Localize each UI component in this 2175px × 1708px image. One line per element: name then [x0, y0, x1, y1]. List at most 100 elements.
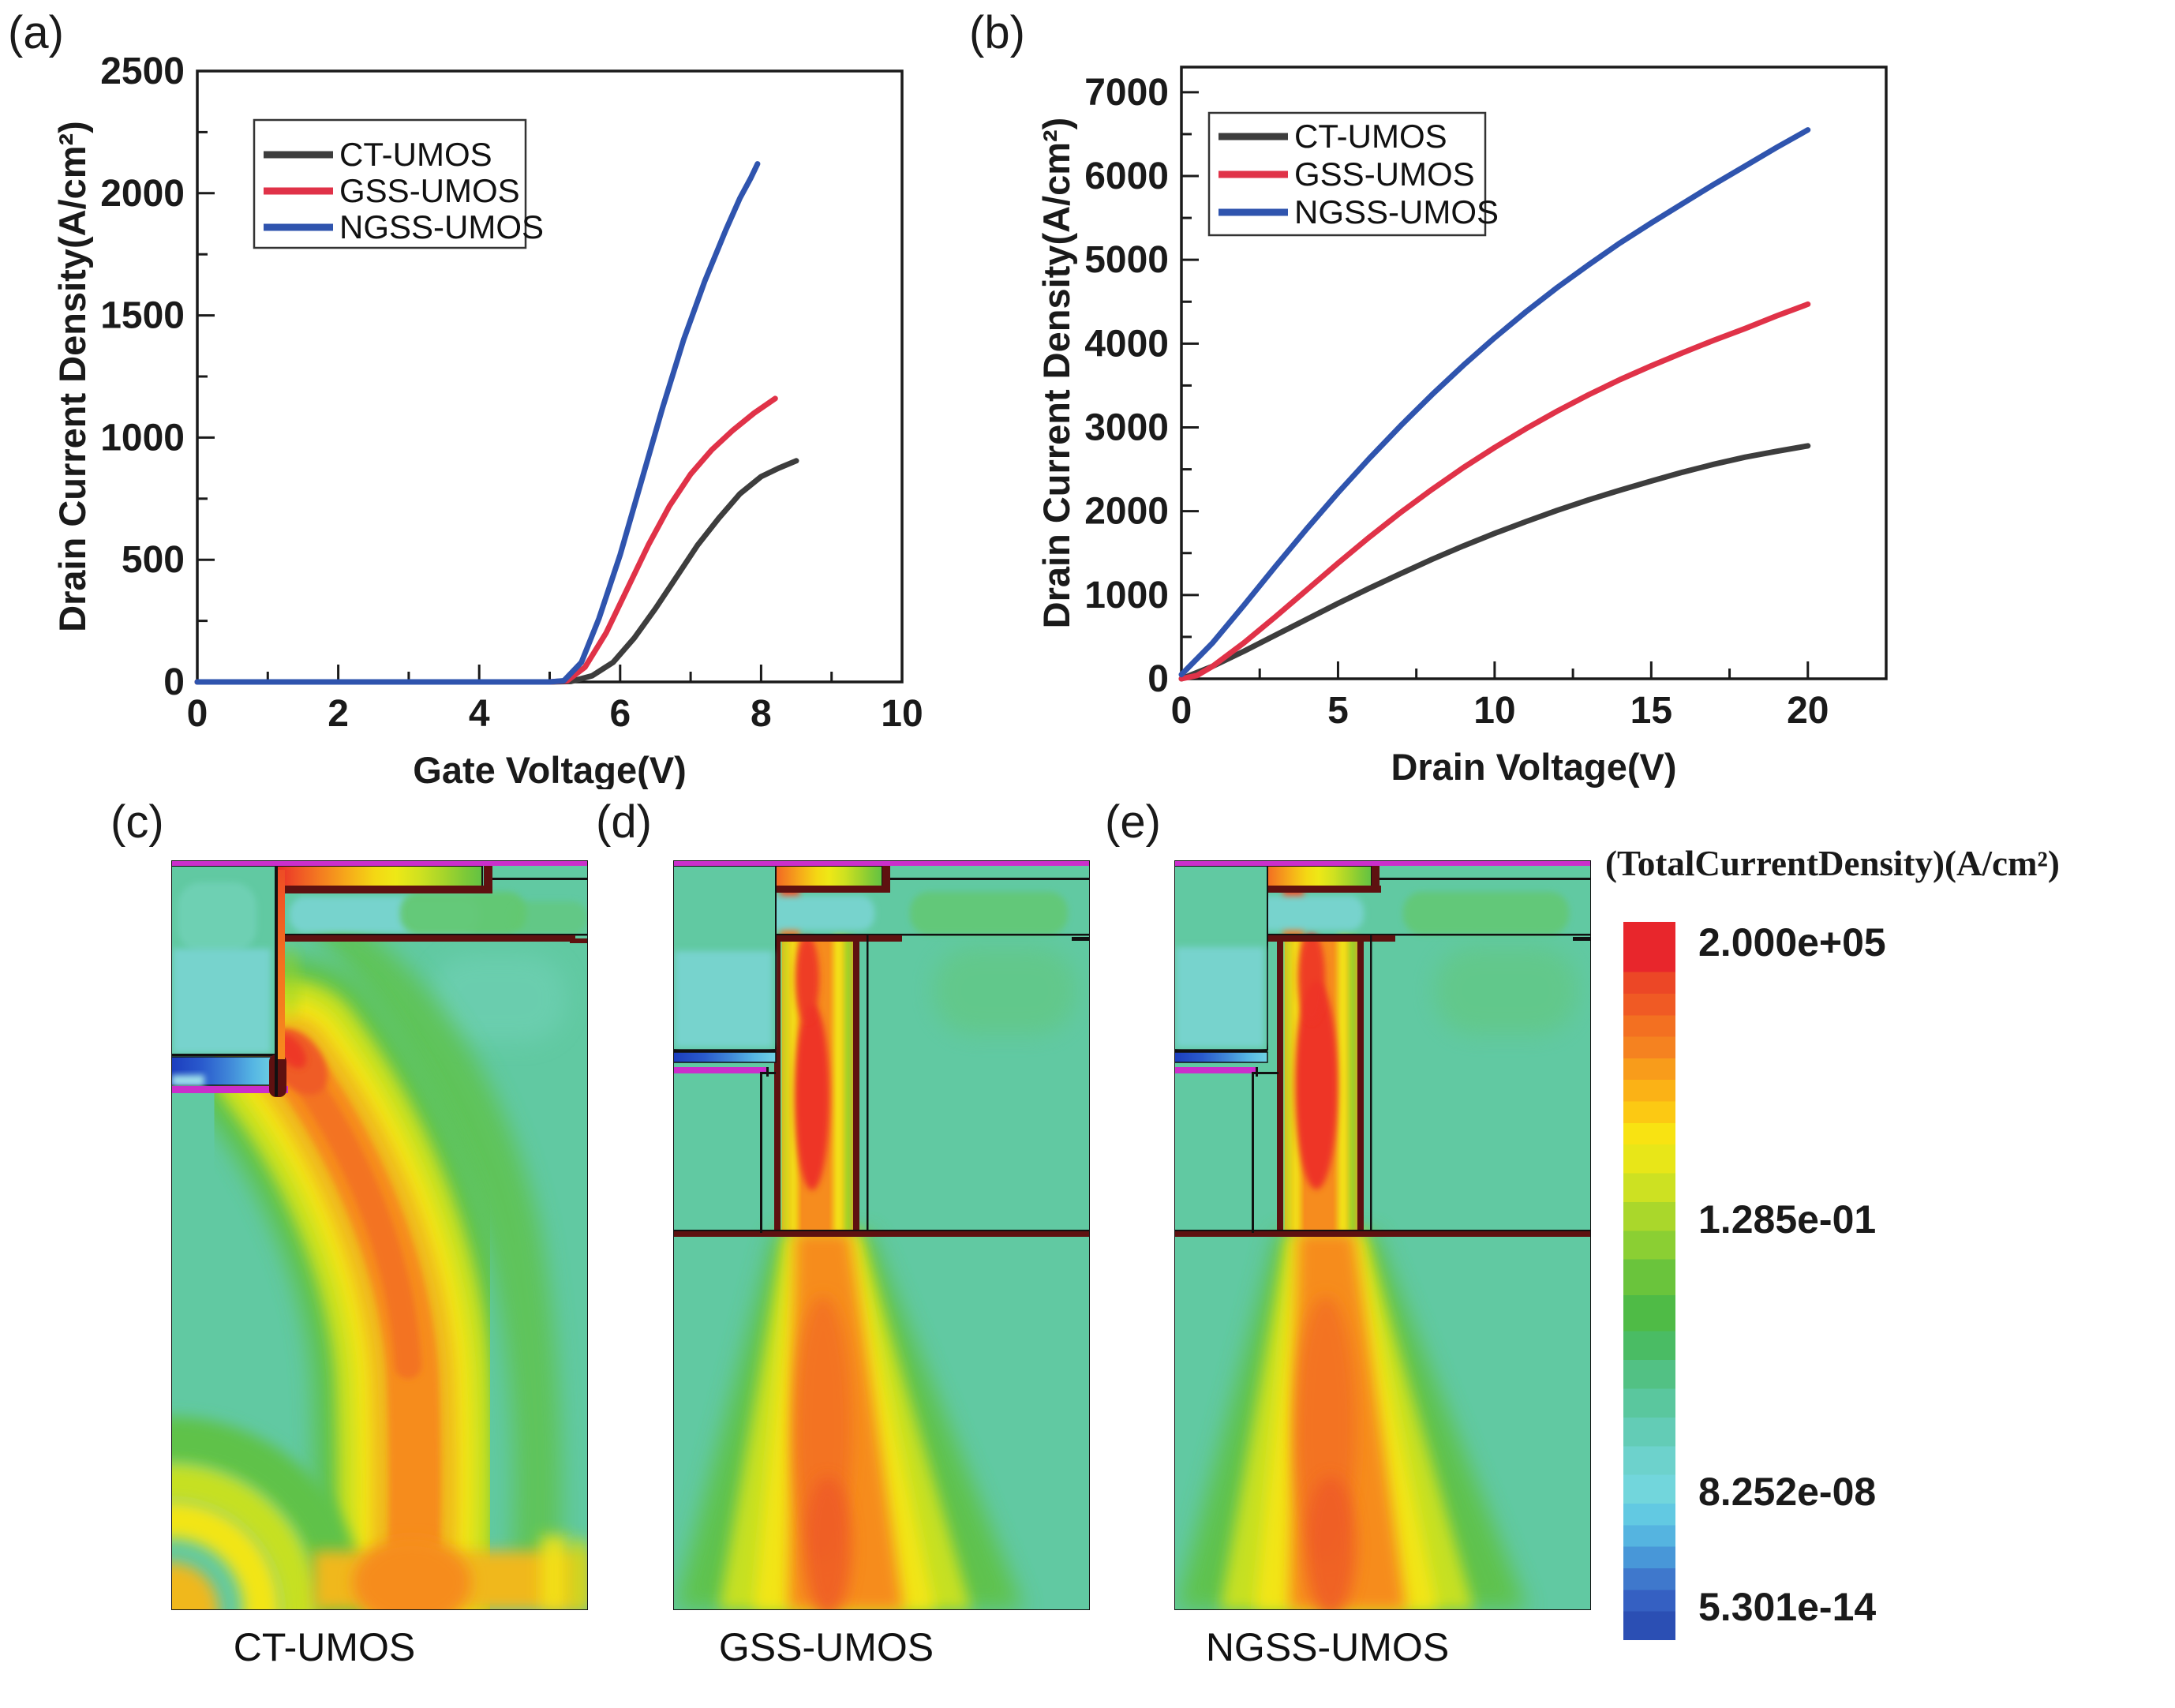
x-tick-label: 0 — [187, 693, 208, 735]
y-tick-label: 3000 — [1084, 407, 1169, 449]
top-right-boundary — [1379, 878, 1591, 880]
column-yellow-l — [789, 935, 798, 1233]
colorbar-title: (TotalCurrentDensity)(A/cm²) — [1605, 844, 2060, 883]
column-left-edge — [782, 935, 790, 1233]
subchannel-green-patch — [400, 892, 526, 935]
x-tick-label: 20 — [1787, 690, 1829, 732]
column-yellow-r — [833, 935, 844, 1233]
junction-right-step — [570, 938, 588, 943]
x-tick-label: 6 — [609, 693, 631, 735]
bottom-left-spreading — [171, 1417, 365, 1610]
pbase-junction-line — [756, 935, 902, 942]
source-patch — [178, 882, 256, 952]
legend-label: CT-UMOS — [339, 136, 492, 173]
top-contact-line — [171, 860, 588, 866]
subchannel-cyan-patch — [1253, 896, 1364, 931]
subchannel-green-patch — [1403, 892, 1569, 935]
current-funnel — [675, 1233, 1024, 1610]
x-axis-label: Gate Voltage(V) — [413, 749, 686, 789]
colorbar-tick-mid1: 1.285e-01 — [1698, 1197, 1877, 1242]
caption-ct-umos: CT-UMOS — [233, 1625, 416, 1669]
trench-wall-right — [853, 935, 859, 1235]
source-column-boundary — [1252, 1073, 1254, 1233]
colorbar-tick-max: 2.000e+05 — [1698, 920, 1886, 964]
channel-current-band — [275, 865, 483, 887]
gate-blue-stripe — [673, 1051, 777, 1063]
x-tick-label: 2 — [328, 693, 349, 735]
output-characteristics-chart: 0 5 10 15 2001000200030004000500060007000Dra… — [1035, 66, 1888, 788]
doping-patch — [934, 947, 1076, 1034]
gate-electrode-line — [171, 1086, 288, 1093]
bottom-right-green — [570, 1539, 588, 1610]
panel-label-e: (e) — [1105, 796, 1161, 848]
bottom-orange-core — [353, 1539, 471, 1610]
drift-junction-line — [1174, 1231, 1591, 1237]
stripe-pale-corner — [171, 1075, 204, 1086]
junction-right-step — [1072, 937, 1090, 941]
subchannel-green-patch-2 — [511, 901, 588, 935]
y-tick-label: 1500 — [100, 295, 185, 337]
trench-sidewall — [275, 866, 278, 1096]
gate-cyan-region — [675, 951, 773, 1047]
trench-outer-boundary — [1370, 935, 1372, 1234]
funnel-hot-core — [804, 1476, 852, 1610]
x-tick-label: 4 — [469, 693, 490, 735]
trench-wall-right — [1357, 935, 1364, 1235]
gate-bottom-line — [673, 1050, 776, 1052]
gss-umos-cross-section — [673, 860, 1090, 1610]
top-contact-line — [1174, 860, 1591, 866]
trench-column — [1283, 868, 1357, 1233]
gate-electrode-line — [1174, 1067, 1257, 1073]
source-column-top — [760, 1072, 776, 1074]
caption-gss-umos: GSS-UMOS — [718, 1625, 934, 1669]
y-tick-label: 6000 — [1084, 155, 1169, 197]
band-end-bar — [882, 866, 890, 893]
x-tick-label: 8 — [751, 693, 772, 735]
junction-boundary-thin — [275, 934, 588, 936]
ngss-umos-cross-section — [1174, 860, 1591, 1610]
trench-wall-left — [774, 935, 781, 1235]
column-red-upper — [796, 935, 819, 1022]
junction-right-step — [1573, 937, 1591, 941]
y-tick-label: 0 — [1147, 658, 1169, 700]
series-ct-umos — [194, 458, 799, 685]
pbase-junction-line — [275, 935, 575, 942]
y-tick-label: 5000 — [1084, 239, 1169, 281]
y-tick-label: 0 — [163, 661, 185, 703]
gate-bottom-line — [171, 1054, 275, 1056]
device-structure — [673, 865, 1090, 1237]
drift-junction-line — [673, 1231, 1090, 1237]
doping-patch — [1435, 947, 1577, 1034]
panel-label-b: (b) — [969, 7, 1025, 58]
source-column-boundary — [760, 1073, 762, 1233]
subchannel-cyan-patch — [764, 896, 874, 931]
gate-cyan-region — [1176, 947, 1264, 1047]
series-ct-umos — [1178, 443, 1811, 682]
legend-label: NGSS-UMOS — [339, 208, 544, 245]
bottom-right-yellow — [541, 1535, 567, 1610]
ct-umos-cross-section — [171, 860, 588, 1610]
caption-ngss-umos: NGSS-UMOS — [1205, 1625, 1450, 1669]
column-left-edge — [1285, 935, 1293, 1233]
series-ngss-umos — [1178, 127, 1811, 678]
x-tick-label: 0 — [1171, 690, 1192, 732]
series-gss-umos — [194, 395, 778, 685]
series-ngss-umos — [194, 161, 761, 685]
y-tick-label: 1000 — [1084, 575, 1169, 616]
channel-junction-line — [756, 886, 890, 893]
gate-bottom-line — [1174, 1050, 1267, 1052]
drift-boundary-thin — [673, 1230, 1090, 1231]
gate-blue-stripe — [1174, 1051, 1268, 1063]
sidewall-channel-current — [278, 870, 285, 1059]
y-tick-label: 2000 — [1084, 491, 1169, 533]
junction-boundary-thin — [1245, 934, 1591, 936]
trench-outer-boundary — [867, 935, 869, 1234]
series-gss-umos — [1178, 301, 1811, 682]
source-column-top — [1252, 1072, 1278, 1074]
gate-cyan-region — [173, 949, 271, 1053]
y-tick-label: 1000 — [100, 417, 185, 459]
x-tick-label: 15 — [1630, 690, 1672, 732]
x-axis-label: Drain Voltage(V) — [1391, 746, 1676, 788]
device-structure — [1174, 865, 1591, 1237]
